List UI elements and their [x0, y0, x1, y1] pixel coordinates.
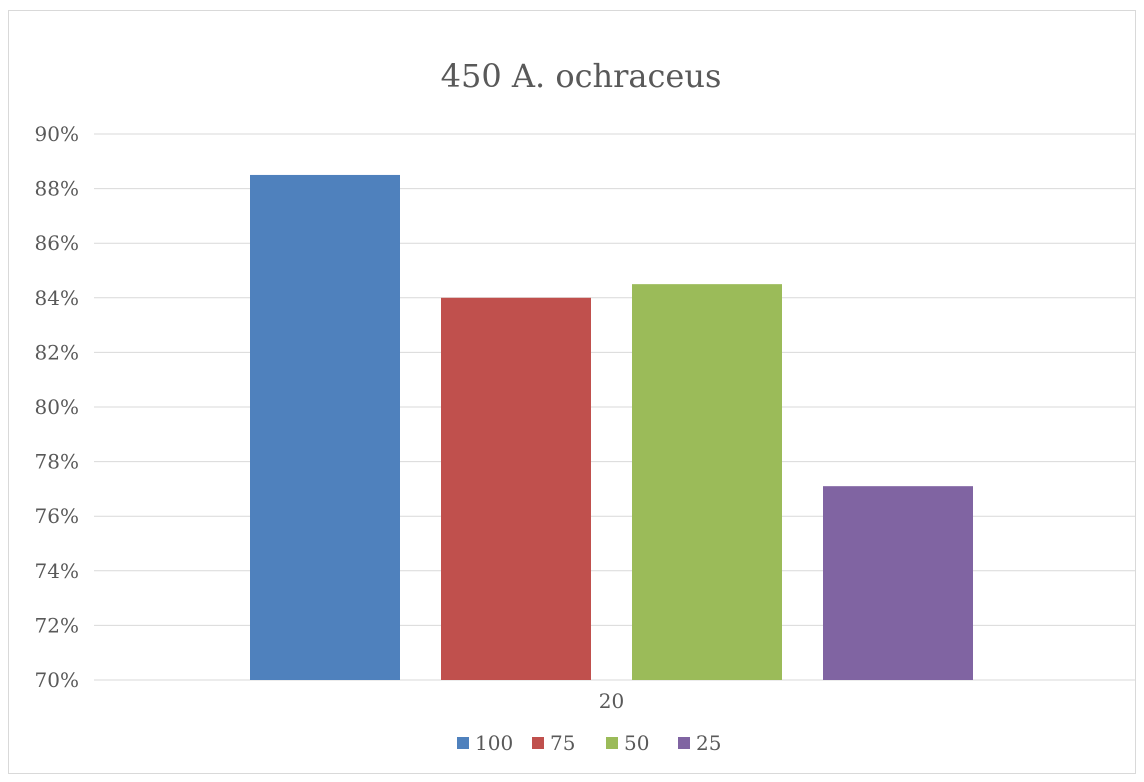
- y-tick-label: 82%: [35, 340, 79, 364]
- y-tick-label: 78%: [35, 450, 79, 474]
- legend-label-50: 50: [624, 731, 649, 755]
- chart-title: 450 A. ochraceus: [441, 57, 722, 95]
- bars: [250, 174, 973, 680]
- x-axis-categories: 20: [599, 689, 624, 713]
- chart-frame: 450 A. ochraceus 70% 72% 74% 76% 78% 80% 82% 84…: [8, 10, 1136, 774]
- y-tick-label: 70%: [35, 668, 79, 692]
- y-tick-label: 76%: [35, 504, 79, 528]
- y-tick-label: 88%: [35, 177, 79, 201]
- legend-swatch-25: [678, 737, 690, 749]
- legend-swatch-100: [457, 737, 469, 749]
- legend-label-25: 25: [696, 731, 721, 755]
- bar-chart: 450 A. ochraceus 70% 72% 74% 76% 78% 80% 82% 84…: [35, 57, 1135, 755]
- legend-swatch-50: [606, 737, 618, 749]
- y-axis-ticks: 70% 72% 74% 76% 78% 80% 82% 84% 86% 88% 90%: [35, 122, 79, 692]
- bar-series-50: [632, 284, 782, 680]
- legend-swatch-75: [532, 737, 544, 749]
- bar-series-75: [441, 297, 591, 680]
- y-tick-label: 72%: [35, 613, 79, 637]
- y-tick-label: 90%: [35, 122, 79, 146]
- legend-label-75: 75: [550, 731, 575, 755]
- bar-series-25: [823, 486, 973, 680]
- x-category-label: 20: [599, 689, 624, 713]
- bar-series-100: [250, 174, 400, 680]
- legend: 100 75 50 25: [457, 731, 721, 755]
- legend-label-100: 100: [475, 731, 513, 755]
- y-tick-label: 86%: [35, 231, 79, 255]
- y-tick-label: 74%: [35, 559, 79, 583]
- y-tick-label: 84%: [35, 286, 79, 310]
- y-tick-label: 80%: [35, 395, 79, 419]
